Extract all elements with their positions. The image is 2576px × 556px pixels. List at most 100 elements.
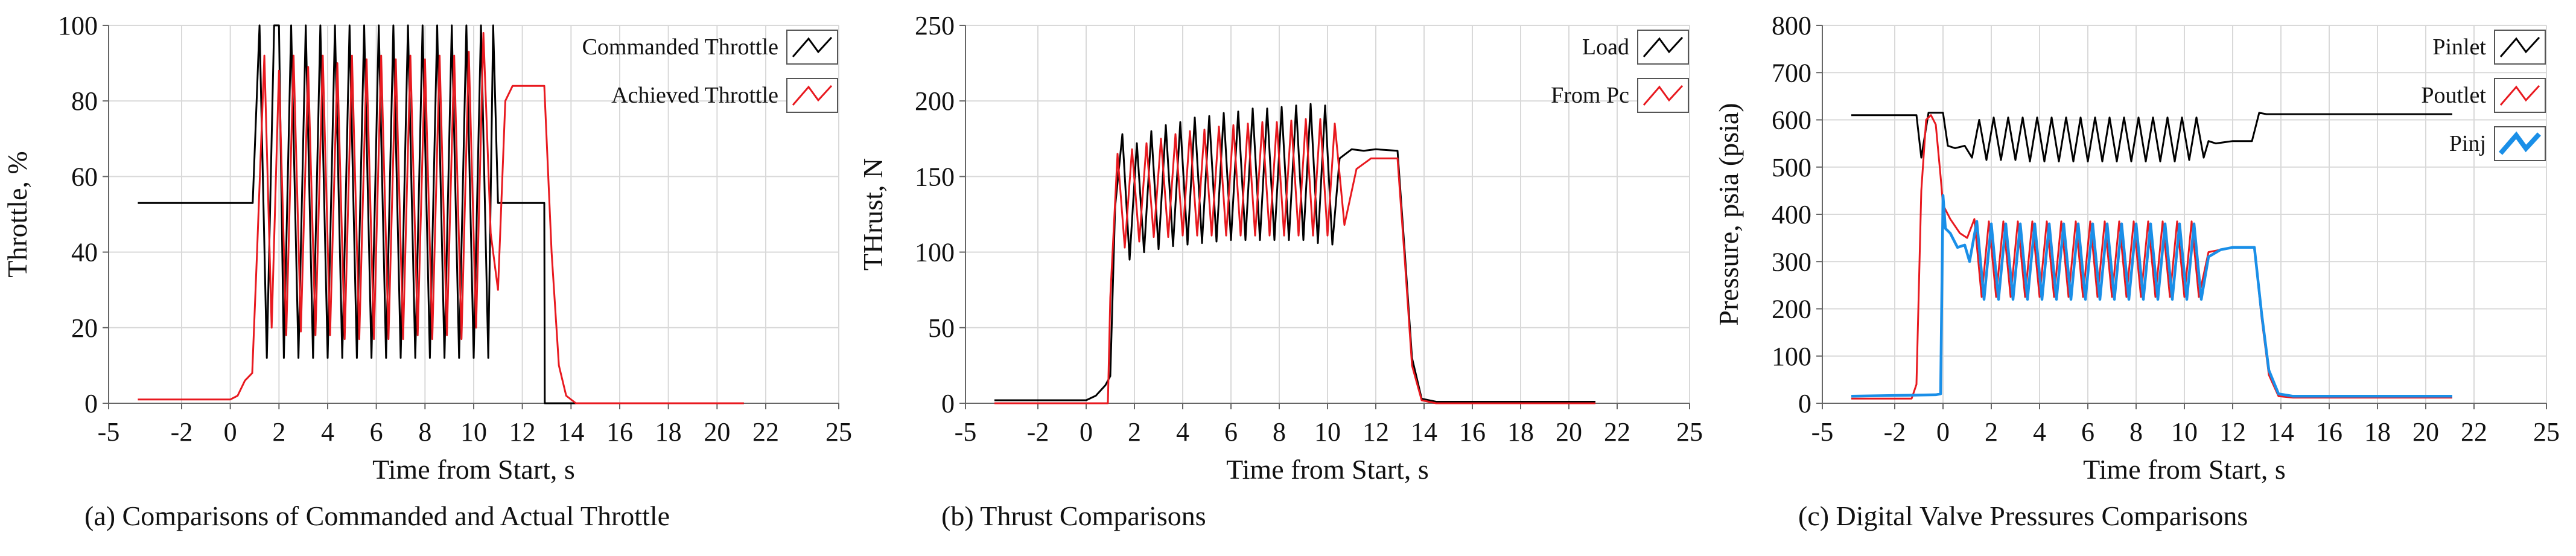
series-line-poutlet [1851, 114, 2452, 400]
series-line-achieved-throttle [138, 32, 744, 404]
series-line-load [994, 103, 1595, 403]
x-tick-label: 18 [2364, 417, 2391, 447]
y-tick-label: 50 [928, 313, 955, 343]
x-tick-label: 2 [272, 417, 285, 447]
x-tick-label: 6 [1224, 417, 1238, 447]
y-tick-label: 500 [1772, 153, 1811, 182]
legend-swatch-line [792, 36, 833, 57]
legend-label: Poutlet [2421, 83, 2486, 108]
y-tick-label: 250 [915, 11, 955, 40]
legend-swatch-box [786, 30, 838, 65]
x-tick-label: 25 [825, 417, 852, 447]
y-tick-label: 200 [915, 86, 955, 116]
x-tick-label: 20 [2412, 417, 2439, 447]
x-tick-label: 18 [1507, 417, 1534, 447]
legend-swatch-line [2499, 36, 2540, 57]
y-tick-label: 60 [71, 162, 98, 191]
y-tick-label: 20 [71, 313, 98, 343]
x-tick-label: 4 [2033, 417, 2046, 447]
y-tick-label: 0 [84, 389, 98, 418]
x-tick-label: 20 [704, 417, 730, 447]
x-tick-label: 22 [1604, 417, 1630, 447]
legend-swatch-box [1637, 30, 1689, 65]
x-tick-label: 25 [1676, 417, 1703, 447]
y-tick-label: 80 [71, 86, 98, 116]
legend: Commanded Throttle Achieved Throttle [582, 30, 838, 113]
figure-caption: (c) Digital Valve Pressures Comparisons [1798, 500, 2248, 531]
x-tick-label: 2 [1128, 417, 1141, 447]
y-tick-label: 0 [1798, 389, 1811, 418]
legend-swatch-box [786, 78, 838, 113]
y-tick-label: 0 [941, 389, 955, 418]
y-tick-label: 200 [1772, 295, 1811, 324]
y-tick-label: 800 [1772, 11, 1811, 40]
y-tick-label: 150 [915, 162, 955, 191]
y-axis-title: Throttle, % [2, 151, 33, 278]
legend-label: Pinlet [2432, 34, 2486, 60]
x-tick-label: 6 [370, 417, 383, 447]
y-tick-label: 600 [1772, 106, 1811, 135]
x-tick-label: 0 [1936, 417, 1950, 447]
x-tick-label: 8 [1273, 417, 1286, 447]
series-group [1851, 112, 2452, 400]
legend-label: Load [1582, 34, 1629, 60]
y-axis-title: THrust, N [857, 158, 888, 271]
legend-label: From Pc [1551, 83, 1629, 108]
legend-label: Commanded Throttle [582, 34, 778, 60]
y-tick-label: 300 [1772, 247, 1811, 276]
y-axis-title: Pressure, psia (psia) [1713, 103, 1744, 325]
series-line-pinj [1851, 194, 2452, 398]
x-axis-title: Time from Start, s [2083, 454, 2286, 485]
x-tick-label: 16 [2316, 417, 2342, 447]
series-line-from-pc [994, 118, 1595, 404]
x-tick-label: 4 [1176, 417, 1189, 447]
panel-b-thrust-chart: -5 -2 0 2 4 6 8 10 12 14 16 18 20 22 25050100150200250… [857, 11, 1703, 531]
x-tick-label: 22 [752, 417, 779, 447]
panel-c-pressure-chart: -5 -2 0 2 4 6 8 10 12 14 16 18 20 22 25 0 100 200 300 400 50… [1713, 11, 2560, 531]
x-tick-label: 20 [1556, 417, 1582, 447]
x-tick-label: -5 [955, 417, 977, 447]
x-tick-label: 10 [2171, 417, 2198, 447]
x-tick-label: 14 [1411, 417, 1437, 447]
legend-label: Achieved Throttle [611, 83, 778, 108]
legend-swatch-line [1643, 36, 1684, 57]
x-tick-label: -2 [1027, 417, 1049, 447]
y-tick-label: 700 [1772, 58, 1811, 88]
x-tick-label: 16 [606, 417, 633, 447]
x-tick-label: 8 [418, 417, 431, 447]
legend-swatch-box [2494, 30, 2546, 65]
legend-swatch-line [792, 85, 833, 106]
legend-swatch-line [1643, 85, 1684, 106]
x-tick-label: 25 [2533, 417, 2560, 447]
y-tick-label: 100 [915, 238, 955, 267]
x-tick-label: 8 [2129, 417, 2143, 447]
x-tick-label: 14 [2268, 417, 2294, 447]
series-group [994, 103, 1595, 404]
legend-swatch-box [2494, 78, 2546, 113]
figure-caption: (a) Comparisons of Commanded and Actual … [84, 500, 670, 531]
x-tick-label: 12 [509, 417, 536, 447]
legend-swatch-line [2498, 131, 2541, 155]
x-tick-label: 22 [2461, 417, 2487, 447]
x-tick-label: 4 [321, 417, 334, 447]
x-tick-label: 14 [558, 417, 584, 447]
x-tick-label: 10 [1314, 417, 1341, 447]
x-tick-label: -2 [1884, 417, 1906, 447]
y-tick-label: 400 [1772, 200, 1811, 229]
legend: Pinlet Poutlet Pinj [2421, 30, 2546, 161]
series-line-pinlet [1851, 112, 2452, 162]
legend-swatch-line [2499, 85, 2540, 106]
x-axis-title: Time from Start, s [1226, 454, 1429, 485]
series-group [138, 24, 744, 404]
x-tick-label: -5 [1811, 417, 1834, 447]
x-tick-label: 6 [2081, 417, 2094, 447]
figure-caption: (b) Thrust Comparisons [941, 500, 1206, 531]
x-tick-label: 12 [1363, 417, 1389, 447]
x-tick-label: 16 [1459, 417, 1486, 447]
panel-a-throttle-chart: -5 -2 0 2 4 6 8 10 12 14 16 18 20 22 25 0 20 40 60 80 100 Com… [2, 11, 852, 531]
x-tick-label: 10 [460, 417, 487, 447]
x-axis-title: Time from Start, s [372, 454, 575, 485]
x-tick-label: 2 [1985, 417, 1998, 447]
x-tick-label: 18 [655, 417, 682, 447]
